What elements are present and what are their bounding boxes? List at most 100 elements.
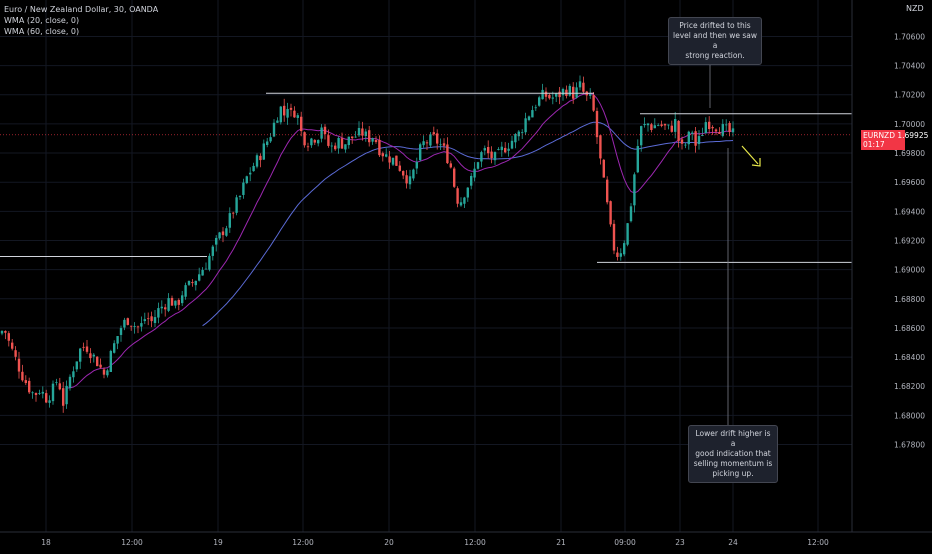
candle-body [89,353,92,359]
legend-title: Euro / New Zealand Dollar, 30, OANDA [4,5,159,14]
x-tick-label[interactable]: 19 [213,538,223,547]
y-tick-label[interactable]: 1.70200 [894,91,925,100]
candle-body [527,116,531,120]
y-tick-label[interactable]: 1.69200 [894,236,925,245]
candle-body [133,326,136,327]
y-tick-label[interactable]: 1.69600 [894,178,925,187]
legend-wma-60[interactable]: WMA (60, close, 0) [4,27,80,36]
down-arrow-shaft[interactable] [741,145,759,165]
candle-body [408,176,412,185]
candle-body [466,187,469,198]
candle-body [663,124,667,126]
y-tick-label[interactable]: 1.68800 [894,295,925,304]
candle-body [721,124,724,136]
candle-body [381,153,384,157]
candle-body [425,142,429,144]
y-tick-label[interactable]: 1.68000 [894,411,925,420]
candle-body [415,161,418,169]
drawings[interactable] [0,52,852,425]
horizontal-levels[interactable] [0,92,852,263]
candle-body [364,131,367,137]
candle-body [232,212,235,214]
candle-body [504,147,507,153]
candle-body [436,133,439,144]
candle-body [480,152,483,162]
candle-body [62,388,65,406]
candle-body [102,369,106,375]
candle-body [34,392,38,395]
candle-body [561,89,565,96]
x-tick-label[interactable]: 20 [384,538,394,547]
candle-body [398,165,401,171]
candle-body [626,223,629,245]
x-tick-label[interactable]: 12:00 [121,538,143,547]
y-tick-label[interactable]: 1.70000 [894,120,925,129]
candle-body [646,123,650,126]
currency-label[interactable]: NZD [906,4,924,13]
y-tick-label[interactable]: 1.69800 [894,149,925,158]
y-tick-label[interactable]: 1.68600 [894,324,925,333]
y-tick-label[interactable]: 1.70400 [894,62,925,71]
price-tag-countdown: 01:17 [863,140,885,149]
legend-wma-20[interactable]: WMA (20, close, 0) [4,16,80,25]
candle-body [99,364,102,368]
candle-body [58,383,61,390]
candle-body [85,346,89,352]
annotation-top-line: level and then we saw a [673,31,757,50]
annotation-bottom[interactable]: Lower drift higher is a good indication … [688,425,778,483]
x-tick-label[interactable]: 18 [41,538,51,547]
candle-body [337,137,340,149]
annotation-bottom-line: good indication that [695,449,771,458]
candle-body [266,141,269,145]
candle-body [31,392,34,394]
y-tick-label[interactable]: 1.68400 [894,353,925,362]
candle-body [650,124,653,130]
candle-body [306,146,310,148]
x-tick-label[interactable]: 21 [556,538,566,547]
candle-body [548,94,551,99]
candle-body [541,89,544,100]
candle-body [347,136,350,146]
annotation-bottom-line: Lower drift higher is a [695,429,771,448]
candle-body [419,144,422,161]
candle-body [534,107,537,109]
candle-body [544,91,548,97]
x-tick-label[interactable]: 23 [675,538,685,547]
candle-body [619,253,622,257]
annotation-top[interactable]: Price drifted to this level and then we … [668,17,762,65]
candle-body [147,318,150,320]
x-tick-label[interactable]: 12:00 [464,538,486,547]
candle-body [657,125,660,126]
candle-body [28,380,31,393]
candle-body [143,319,146,322]
y-tick-label[interactable]: 1.68200 [894,382,925,391]
candle-body [463,197,466,204]
candle-body [72,371,75,378]
candle-body [55,382,58,383]
x-tick-label[interactable]: 09:00 [614,538,636,547]
x-tick-label[interactable]: 24 [728,538,738,547]
candle-body [225,228,228,236]
y-tick-label[interactable]: 1.67800 [894,441,925,450]
candle-body [476,162,480,169]
candle-body [432,132,435,135]
candle-body [357,127,361,136]
x-tick-label[interactable]: 12:00 [292,538,314,547]
candle-body [691,132,694,134]
candle-body [187,280,191,285]
candle-body [136,326,140,328]
candle-body [704,122,707,134]
candle-body [249,172,252,175]
candle-body [439,144,442,146]
y-tick-label[interactable]: 1.69400 [894,207,925,216]
x-tick-label[interactable]: 12:00 [807,538,829,547]
candle-body [41,391,44,394]
candle-body [490,151,493,159]
y-tick-label[interactable]: 1.70600 [894,32,925,41]
down-arrow-head[interactable] [751,158,761,167]
candle-body [96,356,99,367]
y-tick-label[interactable]: 1.69000 [894,266,925,275]
